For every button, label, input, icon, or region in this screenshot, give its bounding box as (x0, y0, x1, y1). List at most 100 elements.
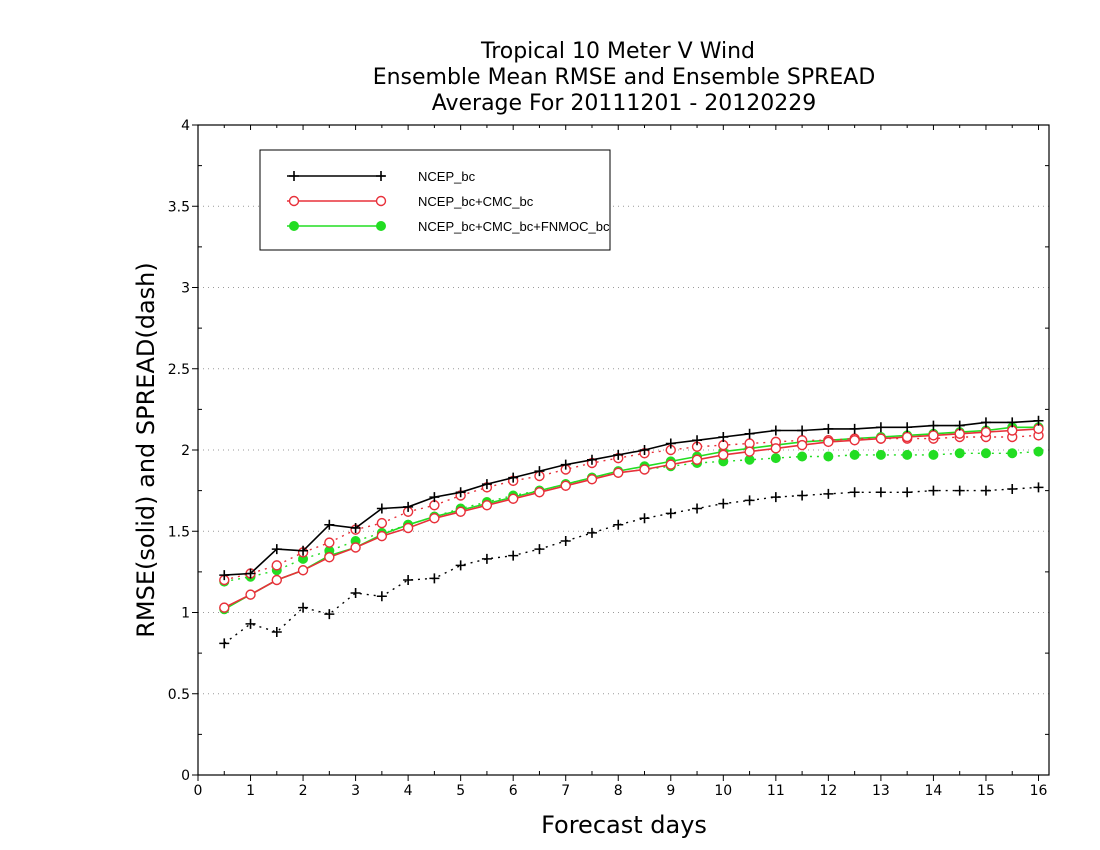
data-point-ncep-bc-cmc-bc-rmse (744, 446, 755, 457)
data-point-ncep-bc-cmc-bc-rmse (980, 426, 992, 438)
data-point-ncep-bc-spread (744, 495, 755, 506)
data-point-ncep-bc-cmc-bc-fnmoc-bc-spread (928, 449, 939, 460)
y-axis: 0 0.5 1 1.5 2 2.5 3 3.5 4 (168, 118, 1049, 784)
data-point-ncep-bc-spread (508, 550, 519, 561)
data-point-ncep-bc-cmc-bc-fnmoc-bc-spread (902, 449, 913, 460)
data-point-ncep-bc-cmc-bc-fnmoc-bc-spread (980, 448, 991, 459)
data-point-ncep-bc-cmc-bc-fnmoc-bc-spread (1007, 448, 1018, 459)
data-point-ncep-bc-rmse (902, 422, 913, 433)
data-point-ncep-bc-cmc-bc-rmse (455, 506, 466, 517)
data-point-ncep-bc-spread (1007, 484, 1018, 494)
data-point-ncep-bc-cmc-bc-rmse (613, 467, 624, 478)
data-point-ncep-bc-cmc-bc-rmse (271, 574, 282, 586)
legend-marker-ncep-bc (376, 171, 386, 181)
x-tick-label: 2 (299, 783, 308, 799)
data-point-ncep-bc-rmse (429, 492, 440, 503)
data-point-ncep-bc-cmc-bc-rmse (376, 530, 388, 542)
data-point-ncep-bc-spread (455, 560, 466, 571)
x-tick-label: 0 (194, 783, 203, 799)
series-ncep-bc-spread (219, 482, 1044, 649)
data-point-ncep-bc-rmse (980, 417, 991, 428)
data-point-ncep-bc-spread (586, 527, 597, 538)
data-point-ncep-bc-spread (219, 638, 230, 649)
x-tick-label: 14 (925, 783, 943, 799)
data-point-ncep-bc-spread (954, 485, 965, 496)
y-tick-label: 2 (181, 443, 190, 459)
x-tick-label: 7 (561, 783, 570, 799)
x-tick-label: 8 (614, 783, 623, 799)
series-ncep-bc-rmse (219, 415, 1044, 581)
data-point-ncep-bc-rmse (823, 423, 834, 434)
data-point-ncep-bc-spread (928, 485, 939, 496)
y-tick-label: 3 (181, 281, 190, 297)
data-point-ncep-bc-spread (665, 508, 676, 519)
series-ncep-bc-cmc-bc-rmse (219, 423, 1044, 613)
data-point-ncep-bc-rmse (298, 545, 309, 556)
x-tick-label: 6 (509, 783, 518, 799)
data-point-ncep-bc-cmc-bc-rmse (639, 464, 650, 475)
x-tick-label: 9 (666, 783, 675, 799)
chart-title-line-1: Tropical 10 Meter V Wind (480, 39, 755, 64)
legend-marker-ncep-bc-cmc-bc-fnmoc-bc (289, 221, 299, 231)
data-point-ncep-bc-cmc-bc-rmse (297, 565, 309, 576)
data-point-ncep-bc-spread (403, 575, 414, 585)
data-point-ncep-bc-spread (376, 591, 387, 602)
data-point-ncep-bc-rmse (245, 568, 256, 579)
data-point-ncep-bc-rmse (324, 519, 335, 530)
y-tick-label: 0.5 (168, 687, 190, 703)
x-tick-label: 16 (1030, 783, 1048, 799)
series-line-ncep-bc-rmse (224, 420, 1039, 576)
data-point-ncep-bc-cmc-bc-rmse (402, 522, 414, 534)
data-point-ncep-bc-rmse (692, 435, 703, 446)
data-point-ncep-bc-cmc-bc-rmse (849, 435, 860, 446)
data-point-ncep-bc-spread (429, 573, 440, 584)
data-point-ncep-bc-spread (980, 485, 991, 496)
data-point-ncep-bc-spread (245, 618, 256, 629)
data-point-ncep-bc-rmse (849, 423, 860, 434)
data-point-ncep-bc-cmc-bc-rmse (350, 542, 361, 553)
data-point-ncep-bc-spread (639, 513, 650, 524)
data-point-ncep-bc-rmse (560, 459, 571, 470)
data-point-ncep-bc-rmse (481, 479, 492, 490)
data-point-ncep-bc-spread (902, 487, 913, 498)
data-point-ncep-bc-cmc-bc-rmse (429, 513, 440, 524)
data-point-ncep-bc-cmc-bc-spread (376, 517, 388, 529)
x-axis-label: Forecast days (541, 811, 707, 839)
data-point-ncep-bc-cmc-bc-rmse (823, 436, 834, 448)
data-point-ncep-bc-cmc-bc-rmse (534, 487, 545, 498)
chart-title-line-3: Average For 20111201 - 20120229 (432, 91, 817, 116)
data-point-ncep-bc-cmc-bc-fnmoc-bc-spread (875, 449, 886, 460)
data-point-ncep-bc-cmc-bc-rmse (245, 589, 256, 600)
data-point-ncep-bc-rmse (271, 544, 282, 555)
data-point-ncep-bc-spread (324, 609, 335, 620)
data-point-ncep-bc-cmc-bc-fnmoc-bc-spread (1033, 446, 1044, 457)
y-tick-label: 4 (181, 118, 190, 134)
data-point-ncep-bc-spread (849, 487, 860, 498)
data-point-ncep-bc-cmc-bc-fnmoc-bc-spread (770, 453, 781, 464)
x-tick-label: 1 (246, 783, 255, 799)
data-point-ncep-bc-spread (613, 519, 624, 530)
legend-label-ncep-bc-cmc-bc-fnmoc-bc: NCEP_bc+CMC_bc+FNMOC_bc (418, 219, 610, 234)
data-point-ncep-bc-rmse (508, 472, 519, 483)
legend-marker-ncep-bc-cmc-bc-fnmoc-bc (376, 221, 386, 231)
series-line-ncep-bc-cmc-bc-spread (224, 434, 1039, 581)
series-ncep-bc-cmc-bc-spread (219, 430, 1044, 586)
data-point-ncep-bc-cmc-bc-fnmoc-bc-spread (849, 449, 860, 460)
data-point-ncep-bc-spread (718, 498, 729, 509)
data-point-ncep-bc-rmse (1007, 417, 1018, 428)
data-point-ncep-bc-spread (823, 488, 834, 499)
y-tick-label: 1.5 (168, 524, 190, 540)
data-point-ncep-bc-rmse (770, 425, 781, 436)
data-point-ncep-bc-rmse (928, 420, 939, 431)
legend-marker-ncep-bc-cmc-bc (288, 195, 300, 207)
data-point-ncep-bc-cmc-bc-rmse (586, 474, 598, 485)
series-line-ncep-bc-spread (223, 486, 1039, 644)
data-point-ncep-bc-rmse (1033, 415, 1044, 426)
data-point-ncep-bc-cmc-bc-spread (324, 537, 335, 548)
data-point-ncep-bc-spread (350, 588, 361, 598)
data-point-ncep-bc-rmse (639, 445, 650, 455)
x-tick-label: 12 (819, 783, 837, 799)
x-axis: 0 1 2 3 4 5 6 7 8 9 10 11 12 13 14 15 16 (194, 125, 1048, 799)
data-point-ncep-bc-spread (271, 627, 282, 637)
data-point-ncep-bc-spread (692, 503, 703, 514)
